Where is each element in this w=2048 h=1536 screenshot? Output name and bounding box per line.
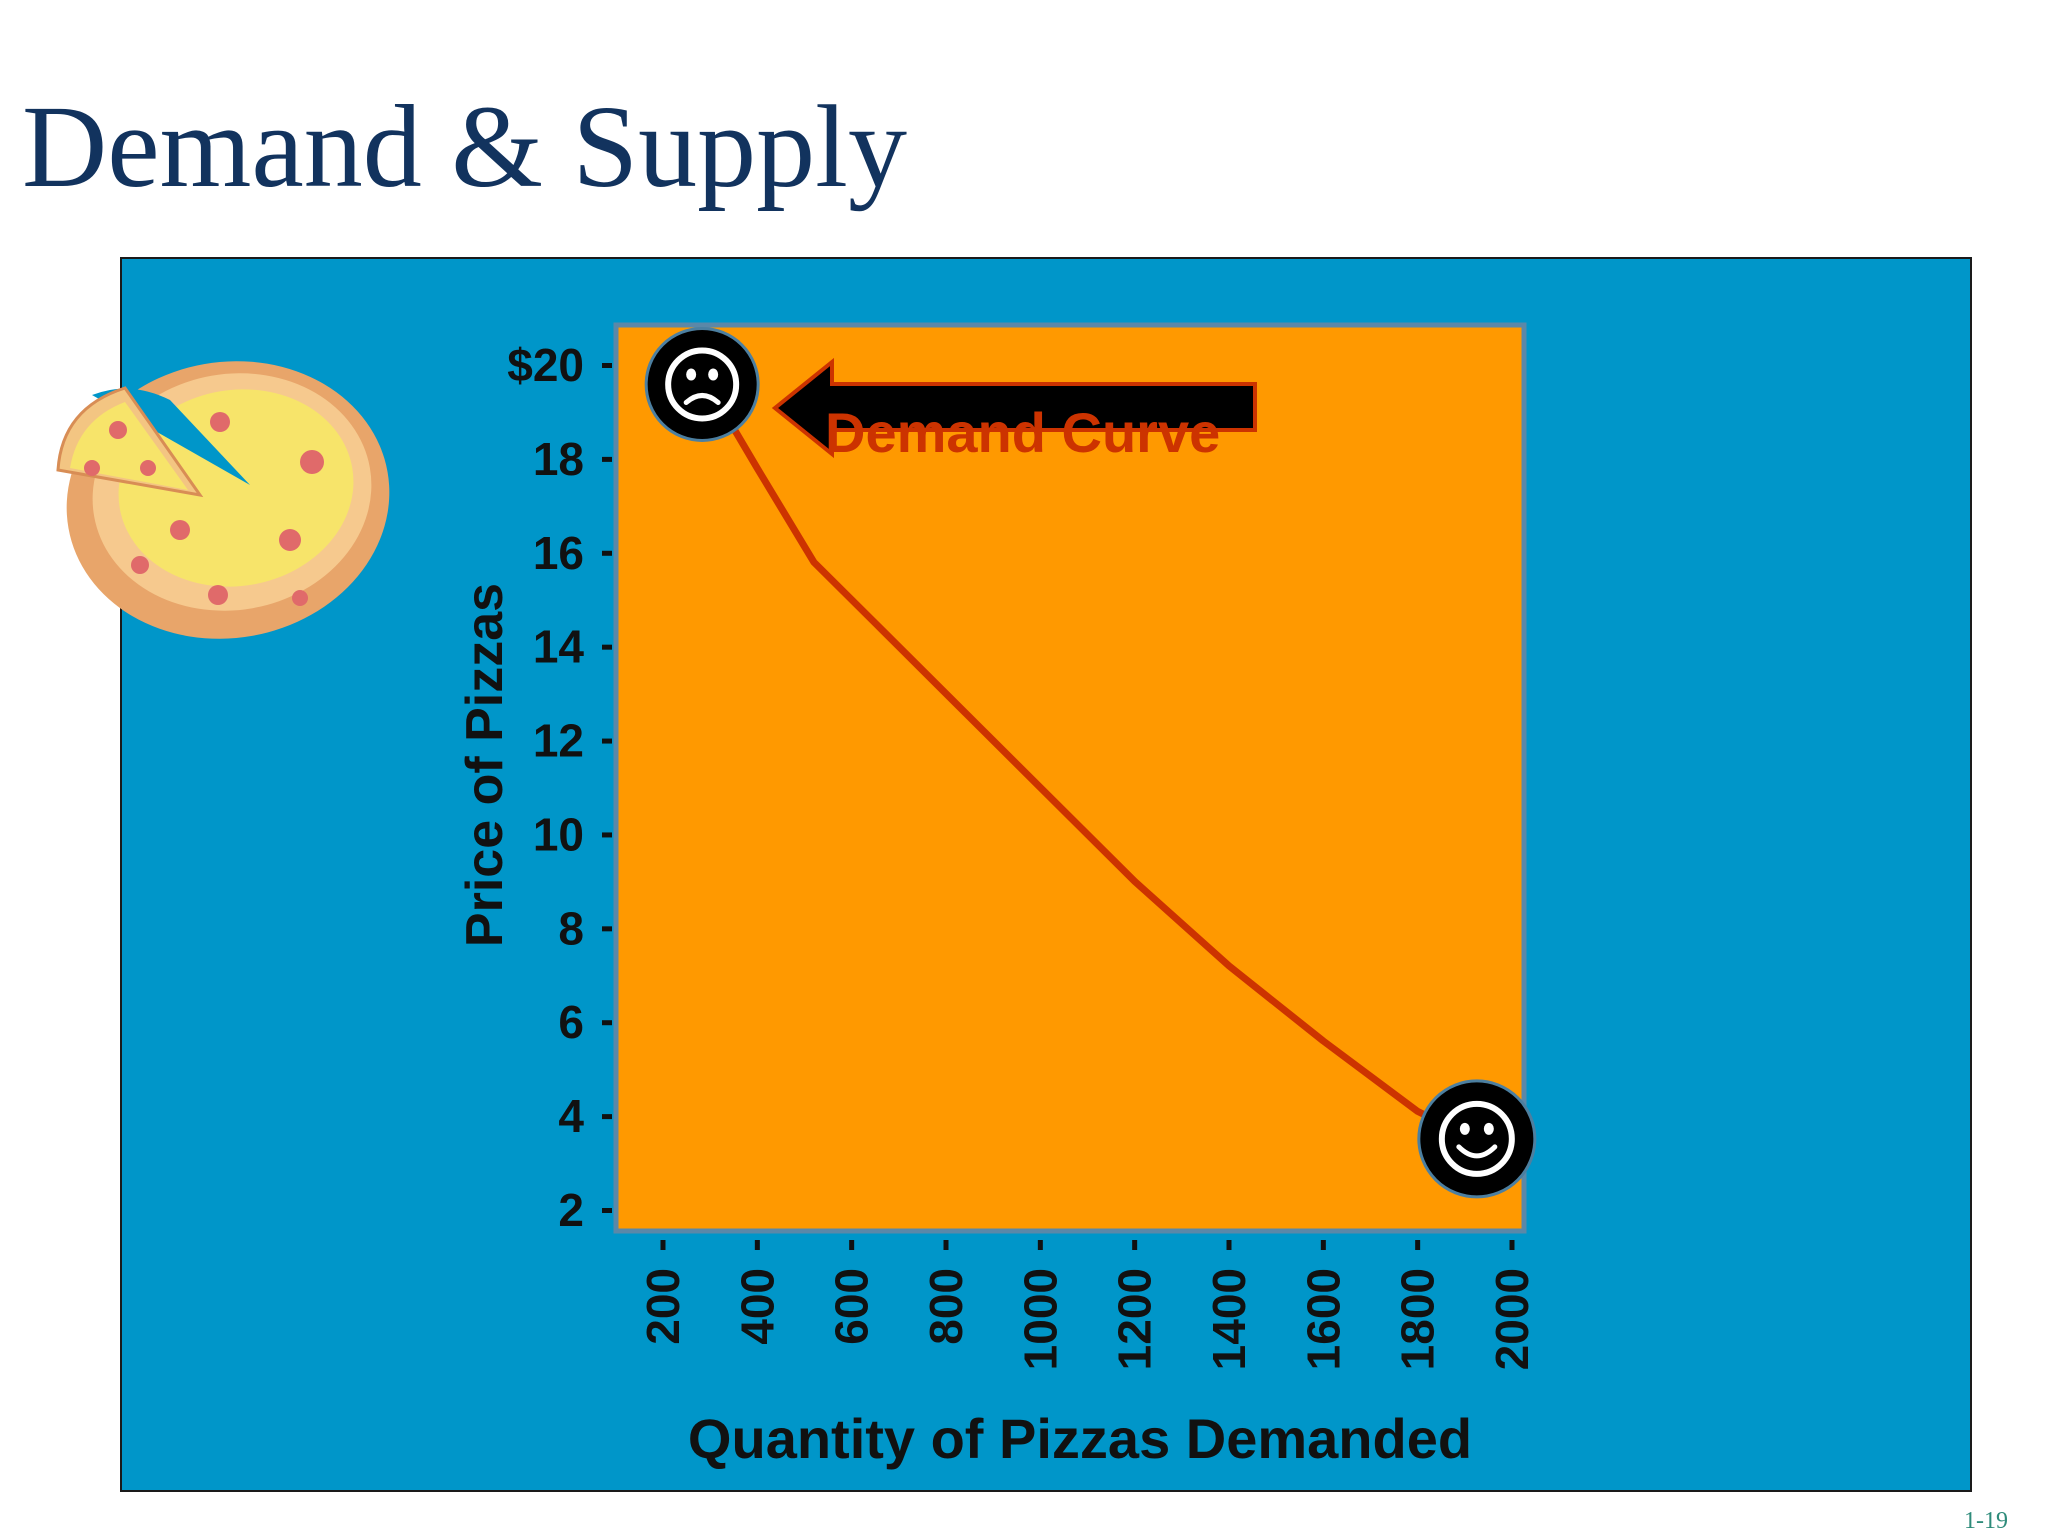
y-tick-label: 14: [533, 621, 585, 673]
x-tick-mark: [849, 1240, 855, 1250]
smile-face-icon: [1417, 1079, 1537, 1199]
y-tick-label: 10: [533, 808, 584, 860]
y-tick-label: 2: [558, 1184, 584, 1236]
y-tick-label: 8: [558, 902, 584, 954]
y-tick-mark: [602, 1114, 612, 1120]
y-tick-mark: [602, 644, 612, 650]
y-tick-label: 16: [533, 527, 584, 579]
x-tick-label: 1200: [1109, 1268, 1161, 1370]
x-tick-label: 1600: [1297, 1268, 1349, 1370]
x-tick-mark: [1320, 1240, 1326, 1250]
x-tick-mark: [1132, 1240, 1138, 1250]
slide-title: Demand & Supply: [22, 81, 907, 212]
x-tick-label: 2000: [1486, 1268, 1538, 1370]
demand-curve-label: Demand Curve: [825, 401, 1220, 464]
x-tick-label: 400: [731, 1268, 783, 1345]
y-tick-mark: [602, 1020, 612, 1026]
x-tick-mark: [943, 1240, 949, 1250]
y-tick-mark: [602, 738, 612, 744]
pizza-icon: [56, 361, 390, 639]
y-tick-mark: [602, 456, 612, 462]
y-tick-mark: [602, 926, 612, 932]
x-tick-mark: [1415, 1240, 1421, 1250]
y-tick-label: 18: [533, 433, 584, 485]
y-axis: $20 18 16 14 12 10 8 6 4 2: [507, 339, 612, 1236]
x-tick-mark: [1509, 1240, 1515, 1250]
frown-face-icon: [644, 326, 760, 442]
x-tick-label: 1800: [1392, 1268, 1444, 1370]
x-tick-mark: [660, 1240, 666, 1250]
x-axis: 200 400 600 800 1000 1200 1400 1600 1800 2000: [637, 1240, 1538, 1370]
y-tick-label: $20: [507, 339, 584, 391]
x-tick-mark: [1226, 1240, 1232, 1250]
y-tick-mark: [602, 550, 612, 556]
x-tick-label: 800: [920, 1268, 972, 1345]
y-axis-label: Price of Pizzas: [456, 583, 514, 947]
x-tick-label: 200: [637, 1268, 689, 1345]
slide-number: 1-19: [1964, 1508, 2008, 1534]
x-axis-label: Quantity of Pizzas Demanded: [688, 1407, 1472, 1470]
x-tick-mark: [1037, 1240, 1043, 1250]
x-tick-label: 1400: [1203, 1268, 1255, 1370]
x-tick-label: 600: [826, 1268, 878, 1345]
y-tick-label: 12: [533, 715, 584, 767]
y-tick-mark: [602, 1208, 612, 1213]
y-tick-label: 4: [558, 1090, 584, 1142]
y-tick-mark: [602, 363, 612, 368]
y-tick-mark: [602, 832, 612, 838]
demand-curve-arrow: [771, 357, 1257, 459]
demand-curve-line: [706, 385, 1469, 1139]
x-tick-label: 1000: [1014, 1268, 1066, 1370]
x-tick-mark: [754, 1240, 760, 1250]
y-tick-label: 6: [558, 996, 584, 1048]
